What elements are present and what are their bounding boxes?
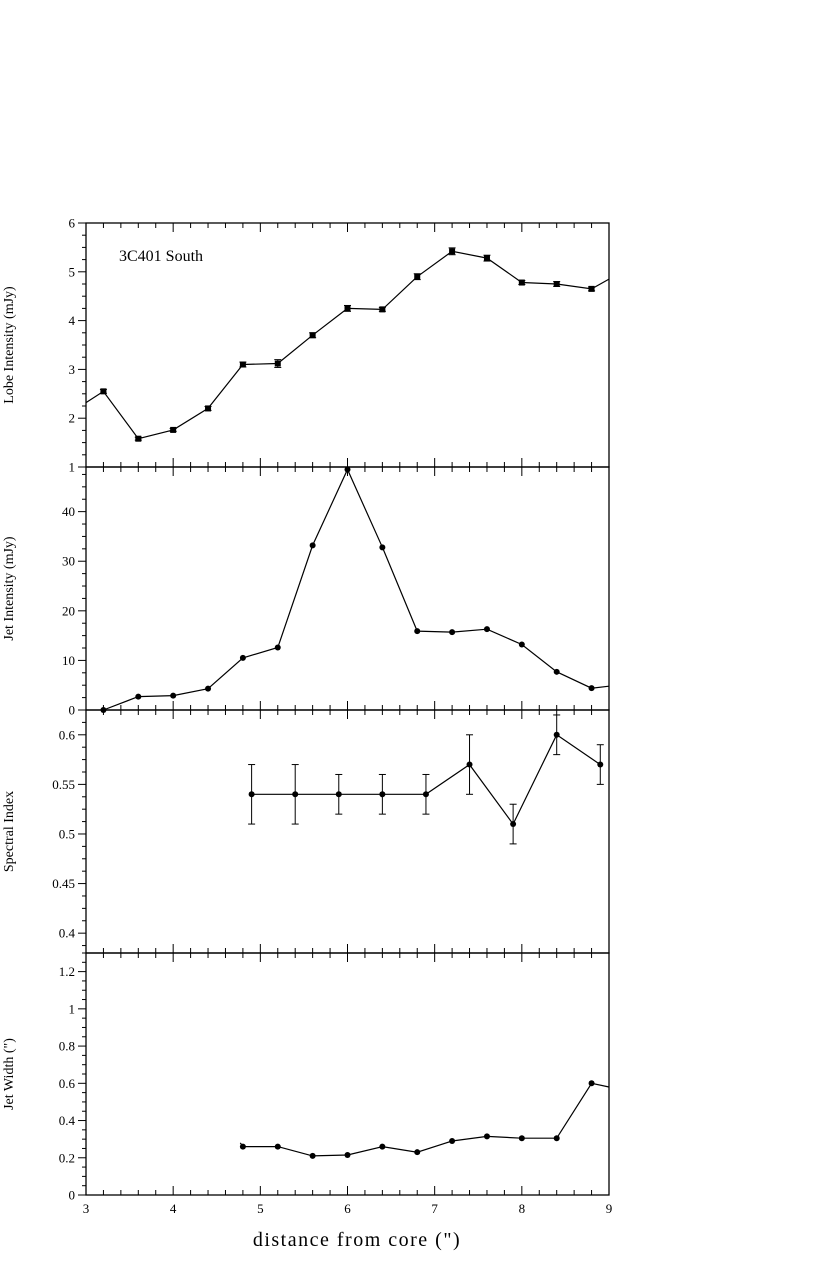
series-line: [85, 250, 610, 440]
y-tick-label: 0.6: [59, 1076, 76, 1091]
y-axis-label: Lobe Intensity (mJy): [2, 286, 17, 404]
data-point: [248, 791, 255, 798]
data-point: [309, 332, 316, 339]
y-tick-label: 0.4: [59, 1113, 76, 1128]
data-point: [588, 1080, 595, 1087]
x-tick-label: 7: [431, 1201, 438, 1216]
panel-1: 1 2 3 4 5 6 Lobe Intensity (mJy) 3C401 South: [2, 216, 610, 475]
y-tick-label: 2: [69, 411, 76, 426]
x-tick-label: 4: [170, 1201, 177, 1216]
data-point: [588, 285, 595, 292]
data-point: [274, 1143, 281, 1150]
data-point: [553, 281, 560, 287]
y-tick-label: 5: [69, 264, 76, 279]
data-point: [135, 435, 142, 442]
data-point: [449, 1138, 456, 1145]
data-point: [483, 626, 490, 633]
data-point: [510, 821, 517, 828]
y-axis-label: Jet Width ("): [2, 1038, 17, 1110]
data-point: [414, 1149, 421, 1156]
panel-3: 0.4 0.45 0.5 0.55 0.6 Spectral Index: [2, 709, 610, 954]
series-line: [103, 468, 610, 711]
data-point: [379, 791, 386, 798]
data-point: [239, 361, 246, 368]
x-tick-label: 5: [257, 1201, 264, 1216]
data-point: [553, 1135, 560, 1142]
data-point: [414, 628, 421, 635]
data-point: [379, 544, 386, 551]
data-point: [292, 791, 299, 798]
y-tick-label: 1: [69, 460, 76, 475]
panel-4: 0 0.2 0.4 0.6 0.8 1 1.2 Jet Width ("): [2, 952, 610, 1203]
y-tick-label: 0.45: [52, 876, 75, 891]
data-point: [483, 255, 490, 262]
y-tick-label: 0.55: [52, 777, 75, 792]
data-point: [170, 692, 177, 699]
data-point: [309, 542, 316, 549]
y-tick-label: 0.5: [59, 826, 75, 841]
data-point: [335, 791, 342, 798]
y-tick-label: 0.8: [59, 1039, 75, 1054]
data-point: [588, 685, 595, 692]
y-tick-label: 1: [69, 1001, 76, 1016]
data-point: [309, 1152, 316, 1159]
data-point: [379, 306, 386, 313]
panel-annotation: 3C401 South: [119, 248, 203, 265]
data-point: [274, 644, 281, 651]
data-point: [135, 693, 142, 700]
x-tick-label: 9: [606, 1201, 613, 1216]
data-point: [449, 248, 456, 255]
data-point: [518, 641, 525, 648]
x-axis-label: distance from core ("): [253, 1229, 461, 1251]
data-point: [553, 668, 560, 675]
data-point: [100, 388, 107, 395]
y-axis-label: Jet Intensity (mJy): [2, 536, 17, 641]
x-axis: 3 4 5 6 7 8 9: [83, 1201, 613, 1216]
x-tick-label: 6: [344, 1201, 351, 1216]
data-point: [344, 1151, 351, 1158]
data-point: [518, 279, 525, 286]
data-point: [379, 1143, 386, 1150]
data-point: [449, 629, 456, 636]
data-point: [483, 1133, 490, 1140]
y-tick-label: 40: [62, 504, 75, 519]
y-tick-label: 30: [62, 554, 75, 569]
y-tick-label: 3: [69, 362, 76, 377]
data-point: [344, 305, 351, 312]
data-point: [170, 426, 177, 433]
y-tick-label: 0: [69, 1188, 76, 1203]
panel-frame: [85, 466, 610, 711]
y-tick-label: 0.2: [59, 1150, 75, 1165]
data-point: [239, 654, 246, 661]
data-point: [553, 731, 560, 738]
data-point: [274, 360, 281, 367]
data-point: [422, 791, 429, 798]
series-line: [239, 1082, 610, 1157]
data-point: [466, 761, 473, 768]
y-tick-label: 4: [69, 313, 76, 328]
data-point: [205, 685, 212, 692]
y-tick-label: 10: [62, 653, 75, 668]
y-axis-label: Spectral Index: [2, 791, 17, 872]
y-tick-label: 0.4: [59, 926, 76, 941]
data-point: [414, 273, 421, 280]
panel-frame: [85, 952, 610, 1196]
x-tick-label: 3: [83, 1201, 90, 1216]
data-point: [344, 466, 351, 473]
data-point: [518, 1135, 525, 1142]
data-point: [597, 761, 604, 768]
y-tick-label: 0.6: [59, 727, 76, 742]
x-tick-label: 8: [519, 1201, 526, 1216]
y-tick-label: 6: [69, 216, 76, 231]
y-tick-label: 1.2: [59, 964, 75, 979]
data-point: [239, 1143, 246, 1150]
data-point: [205, 405, 212, 412]
y-tick-label: 0: [69, 703, 76, 718]
y-tick-label: 20: [62, 603, 75, 618]
panel-frame: [85, 709, 610, 954]
panel-2: 0 10 20 30 40 Jet Intensity (mJy): [2, 466, 610, 718]
